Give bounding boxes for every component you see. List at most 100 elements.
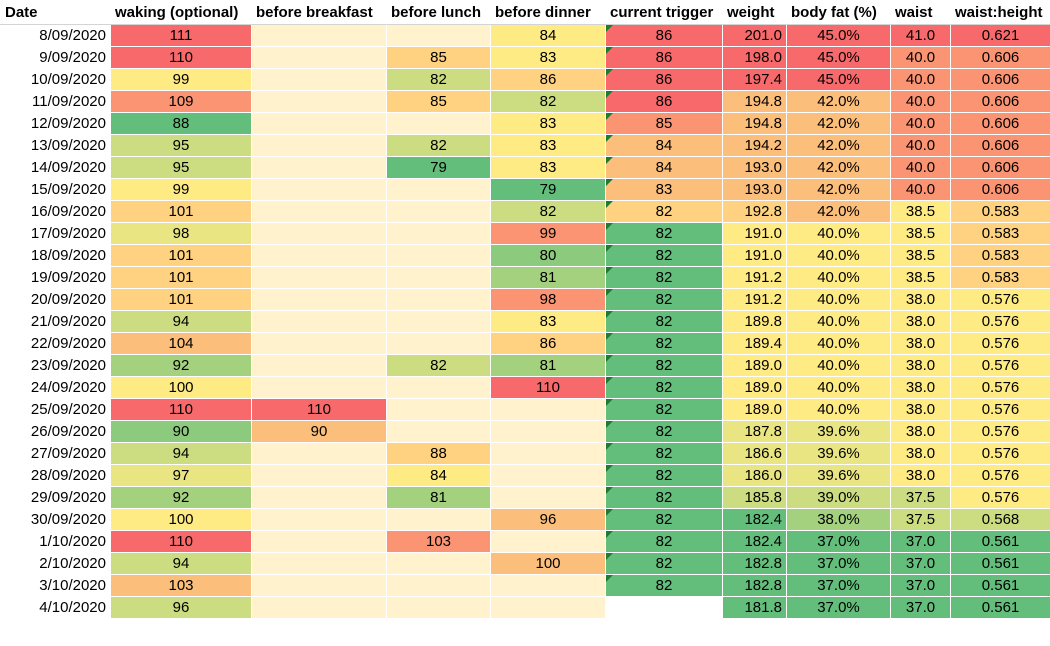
cell-weight[interactable]: 194.8 — [722, 90, 787, 113]
cell-weight[interactable]: 201.0 — [722, 24, 787, 47]
cell-lunch[interactable]: 88 — [386, 442, 491, 465]
cell-weight[interactable]: 193.0 — [722, 156, 787, 179]
cell-waist[interactable]: 38.5 — [890, 244, 951, 267]
cell-waist[interactable]: 37.0 — [890, 596, 951, 619]
cell-date[interactable]: 13/09/2020 — [0, 134, 111, 157]
cell-waist[interactable]: 38.0 — [890, 354, 951, 377]
cell-waking[interactable]: 101 — [110, 266, 252, 289]
cell-ratio[interactable]: 0.606 — [950, 46, 1050, 69]
cell-date[interactable]: 20/09/2020 — [0, 288, 111, 311]
cell-bodyfat[interactable]: 40.0% — [786, 244, 891, 267]
cell-lunch[interactable] — [386, 310, 491, 333]
cell-dinner[interactable]: 110 — [490, 376, 606, 399]
cell-date[interactable]: 30/09/2020 — [0, 508, 111, 531]
cell-waking[interactable]: 94 — [110, 552, 252, 575]
cell-waist[interactable]: 38.0 — [890, 288, 951, 311]
cell-trigger[interactable]: 82 — [605, 244, 723, 267]
cell-waking[interactable]: 110 — [110, 530, 252, 553]
cell-ratio[interactable]: 0.561 — [950, 530, 1050, 553]
cell-waking[interactable]: 99 — [110, 68, 252, 91]
cell-breakfast[interactable] — [251, 574, 387, 597]
cell-date[interactable]: 27/09/2020 — [0, 442, 111, 465]
cell-bodyfat[interactable]: 40.0% — [786, 376, 891, 399]
cell-dinner[interactable] — [490, 530, 606, 553]
cell-ratio[interactable]: 0.576 — [950, 376, 1050, 399]
cell-waist[interactable]: 40.0 — [890, 156, 951, 179]
cell-waking[interactable]: 110 — [110, 46, 252, 69]
cell-bodyfat[interactable]: 40.0% — [786, 310, 891, 333]
cell-waking[interactable]: 95 — [110, 134, 252, 157]
cell-lunch[interactable]: 84 — [386, 464, 491, 487]
cell-breakfast[interactable] — [251, 266, 387, 289]
cell-bodyfat[interactable]: 39.0% — [786, 486, 891, 509]
cell-waking[interactable]: 100 — [110, 508, 252, 531]
cell-bodyfat[interactable]: 45.0% — [786, 46, 891, 69]
cell-date[interactable]: 2/10/2020 — [0, 552, 111, 575]
cell-waist[interactable]: 38.5 — [890, 222, 951, 245]
cell-bodyfat[interactable]: 42.0% — [786, 178, 891, 201]
cell-trigger[interactable]: 85 — [605, 112, 723, 135]
cell-waist[interactable]: 38.5 — [890, 266, 951, 289]
header-waking[interactable]: waking (optional) — [110, 0, 252, 25]
cell-breakfast[interactable] — [251, 68, 387, 91]
cell-bodyfat[interactable]: 40.0% — [786, 398, 891, 421]
cell-weight[interactable]: 189.0 — [722, 398, 787, 421]
cell-dinner[interactable]: 83 — [490, 156, 606, 179]
cell-bodyfat[interactable]: 37.0% — [786, 574, 891, 597]
header-current-trigger[interactable]: current trigger — [605, 0, 723, 25]
cell-ratio[interactable]: 0.561 — [950, 552, 1050, 575]
cell-ratio[interactable]: 0.576 — [950, 354, 1050, 377]
cell-date[interactable]: 26/09/2020 — [0, 420, 111, 443]
cell-bodyfat[interactable]: 40.0% — [786, 288, 891, 311]
cell-dinner[interactable]: 100 — [490, 552, 606, 575]
cell-waist[interactable]: 40.0 — [890, 134, 951, 157]
cell-lunch[interactable] — [386, 332, 491, 355]
cell-lunch[interactable] — [386, 200, 491, 223]
cell-date[interactable]: 3/10/2020 — [0, 574, 111, 597]
cell-dinner[interactable]: 80 — [490, 244, 606, 267]
cell-weight[interactable]: 189.8 — [722, 310, 787, 333]
cell-waking[interactable]: 109 — [110, 90, 252, 113]
cell-bodyfat[interactable]: 37.0% — [786, 552, 891, 575]
cell-date[interactable]: 28/09/2020 — [0, 464, 111, 487]
cell-waking[interactable]: 96 — [110, 596, 252, 619]
cell-dinner[interactable]: 98 — [490, 288, 606, 311]
cell-weight[interactable]: 182.4 — [722, 508, 787, 531]
cell-waking[interactable]: 99 — [110, 178, 252, 201]
cell-waking[interactable]: 94 — [110, 442, 252, 465]
cell-lunch[interactable] — [386, 112, 491, 135]
cell-weight[interactable]: 197.4 — [722, 68, 787, 91]
cell-dinner[interactable]: 83 — [490, 134, 606, 157]
cell-bodyfat[interactable]: 40.0% — [786, 222, 891, 245]
cell-waist[interactable]: 38.0 — [890, 376, 951, 399]
cell-date[interactable]: 10/09/2020 — [0, 68, 111, 91]
cell-breakfast[interactable]: 90 — [251, 420, 387, 443]
cell-weight[interactable]: 189.4 — [722, 332, 787, 355]
cell-weight[interactable]: 186.6 — [722, 442, 787, 465]
cell-waking[interactable]: 92 — [110, 486, 252, 509]
cell-ratio[interactable]: 0.576 — [950, 332, 1050, 355]
cell-lunch[interactable] — [386, 574, 491, 597]
cell-date[interactable]: 4/10/2020 — [0, 596, 111, 619]
cell-date[interactable]: 8/09/2020 — [0, 24, 111, 47]
cell-weight[interactable]: 194.2 — [722, 134, 787, 157]
cell-weight[interactable]: 191.2 — [722, 266, 787, 289]
cell-waist[interactable]: 37.5 — [890, 508, 951, 531]
cell-ratio[interactable]: 0.561 — [950, 596, 1050, 619]
cell-ratio[interactable]: 0.583 — [950, 266, 1050, 289]
cell-trigger[interactable]: 82 — [605, 376, 723, 399]
cell-waking[interactable]: 101 — [110, 288, 252, 311]
cell-ratio[interactable]: 0.576 — [950, 420, 1050, 443]
cell-trigger[interactable]: 83 — [605, 178, 723, 201]
cell-ratio[interactable]: 0.576 — [950, 310, 1050, 333]
cell-weight[interactable]: 182.8 — [722, 552, 787, 575]
header-before-dinner[interactable]: before dinner — [490, 0, 606, 25]
cell-date[interactable]: 15/09/2020 — [0, 178, 111, 201]
cell-waking[interactable]: 88 — [110, 112, 252, 135]
cell-bodyfat[interactable]: 39.6% — [786, 420, 891, 443]
cell-weight[interactable]: 193.0 — [722, 178, 787, 201]
cell-waist[interactable]: 40.0 — [890, 112, 951, 135]
cell-trigger[interactable]: 82 — [605, 288, 723, 311]
cell-weight[interactable]: 194.8 — [722, 112, 787, 135]
cell-dinner[interactable]: 83 — [490, 112, 606, 135]
